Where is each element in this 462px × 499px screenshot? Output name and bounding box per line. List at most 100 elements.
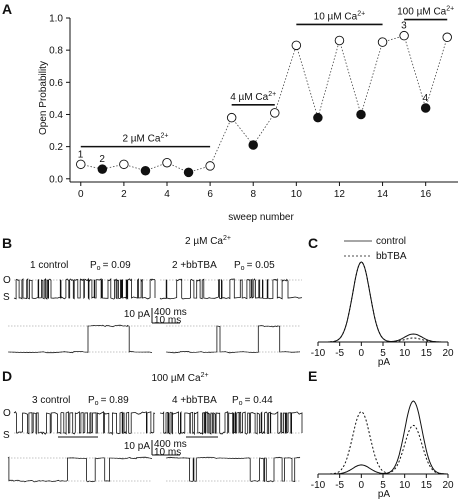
chart-a-point-control (377, 37, 388, 47)
chart-a-ytick-label: 0.8 (49, 46, 63, 57)
chart-a-xtick-label: 10 (291, 189, 303, 200)
panel-b-left-p-symbol: P (90, 260, 97, 271)
panel-b-bbtba-expanded-trace (165, 325, 301, 354)
panel-d-left-label: 3 control (32, 395, 70, 406)
panel-d-shut-level: S (3, 430, 10, 441)
panel-d-scale-ms-top: 400 ms (154, 439, 187, 450)
panel-label-e: E (308, 368, 317, 384)
chart-c-xtick-label: -10 (311, 348, 326, 359)
chart-e-xtick-label: 0 (359, 480, 365, 491)
panel-b-shut-level: S (3, 292, 10, 303)
chart-e-xtick-label: 15 (421, 480, 433, 491)
chart-a-point-control (399, 30, 409, 41)
chart-a-condition-label: 2 µM Ca2+ (122, 133, 168, 145)
panel-d-open-level: O (3, 408, 11, 419)
panel-d-right-p-value: = 0.44 (245, 395, 274, 406)
chart-a-point-control (205, 161, 215, 171)
panel-b-scale-pa: 10 pA (124, 309, 150, 320)
chart-a-condition-label: 10 µM Ca2+ (314, 10, 366, 22)
chart-a-point-control (270, 108, 280, 118)
panel-b-right-label: 2 +bbTBA (172, 260, 217, 271)
chart-a-connector (80, 35, 448, 173)
chart-a-ytick-label: 0.4 (49, 110, 63, 121)
chart-a-ytick-label: 0.2 (49, 142, 63, 153)
chart-a-point-control (119, 159, 129, 170)
panel-d-right-p-symbol: P (232, 395, 239, 406)
panel-b-right-p-symbol: P (234, 260, 241, 271)
panel-label-a: A (2, 1, 12, 17)
chart-a-condition-label: 100 µM Ca2+ (397, 6, 454, 18)
chart-a-point-bbtba (420, 103, 431, 113)
panel-b-title: 2 µM Ca2+ (185, 235, 231, 247)
chart-e-xtick-label: 20 (442, 480, 454, 491)
chart-c-xtick-label: -5 (335, 348, 344, 359)
amplitude-histogram-e: -10 -5 0 5 10 15 20 (311, 400, 454, 491)
legend-control-label: control (376, 236, 406, 247)
chart-a-ytick-label: 0.6 (49, 78, 63, 89)
chart-a-point-control (442, 32, 452, 43)
chart-a-ytick-label: 0.0 (49, 174, 63, 185)
panel-b-open-level: O (3, 275, 11, 286)
panel-b-left-label: 1 control (30, 260, 68, 271)
chart-a-point-control (226, 112, 237, 123)
chart-e-xtick-label: -10 (311, 480, 326, 491)
panel-d-title-sup: 2+ (201, 372, 209, 379)
chart-c-xtick-label: 10 (399, 348, 411, 359)
chart-a-point-bbtba (248, 140, 258, 150)
chart-a-xtick-label: 0 (78, 189, 84, 200)
panel-b-left-p-value: = 0.09 (103, 260, 132, 271)
chart-a-xtick-label: 6 (207, 189, 213, 200)
chart-a-ylabel: Open Probability (38, 61, 49, 135)
panel-b-control-expanded-trace (7, 324, 153, 354)
chart-a-condition-sup: 2+ (357, 10, 365, 17)
chart-e-bbtba-curve (318, 411, 448, 475)
panel-b-scale-ms-bottom: 10 ms (154, 315, 181, 326)
chart-c-xtick-label: 15 (421, 348, 433, 359)
panel-d-right-po: Po = 0.44 (232, 395, 273, 407)
chart-a-condition-sup: 2+ (446, 6, 454, 13)
panel-label-d: D (2, 368, 12, 384)
chart-a-xtick-label: 2 (121, 189, 127, 200)
chart-a-point-control (334, 35, 345, 46)
chart-e-xlabel: pA (378, 489, 391, 499)
panel-b: 2 µM Ca2+ 1 control Po = 0.09 2 +bbTBA Po… (3, 235, 303, 354)
panel-d-left-p-value: = 0.89 (101, 395, 130, 406)
panel-d-bbtba-trace (159, 410, 303, 436)
panel-d-title: 100 µM Ca2+ (151, 372, 208, 384)
chart-a-point-bbtba (97, 164, 108, 174)
chart-c-bbtba-curve (318, 261, 448, 343)
chart-a-point-control (76, 159, 86, 170)
panel-d-control-expanded-trace (7, 456, 153, 483)
panel-b-left-po: Po = 0.09 (90, 260, 131, 272)
panel-d-left-po: Po = 0.89 (88, 395, 129, 407)
chart-c-xlabel: pA (378, 357, 391, 368)
chart-a-xlabel: sweep number (228, 212, 294, 223)
legend-bbtba-label: bbTBA (376, 251, 407, 262)
panel-d-left-p-sub: o (95, 400, 99, 407)
panel-d-scale-pa: 10 pA (124, 441, 150, 452)
panel-d-bbtba-expanded-trace (165, 456, 301, 483)
panel-b-right-p-sub: o (241, 265, 245, 272)
chart-a-point-bbtba (183, 167, 194, 178)
chart-a-point-label: 2 (99, 154, 105, 165)
open-probability-chart: 0.00.20.40.60.81.00 2 4 6 8 10 12 14 162 µM Ca2+… (49, 6, 458, 200)
chart-a-point-label: 3 (401, 21, 407, 32)
chart-a-xtick-label: 14 (377, 189, 389, 200)
panel-b-right-p-value: = 0.05 (247, 260, 276, 271)
chart-a-xtick-label: 16 (420, 189, 432, 200)
chart-c-xtick-label: 20 (442, 348, 454, 359)
chart-a-condition-label: 4 µM Ca2+ (230, 91, 276, 103)
panel-d-title-text: 100 µM Ca (151, 373, 201, 384)
chart-a-point-bbtba (140, 165, 151, 176)
panel-d-scale-ms-bottom: 10 ms (154, 447, 181, 458)
panel-label-b: B (2, 235, 12, 251)
chart-a-condition-sup: 2+ (268, 91, 276, 98)
chart-c-control-curve (318, 261, 448, 343)
panel-d-control-trace (13, 411, 156, 436)
amplitude-histogram-c: -10 -5 0 5 10 15 20 (311, 261, 454, 359)
chart-a-point-control (291, 40, 302, 51)
chart-c-xtick-label: 0 (359, 348, 365, 359)
panel-d-right-label: 4 +bbTBA (172, 395, 217, 406)
chart-a-xtick-label: 4 (164, 189, 170, 200)
